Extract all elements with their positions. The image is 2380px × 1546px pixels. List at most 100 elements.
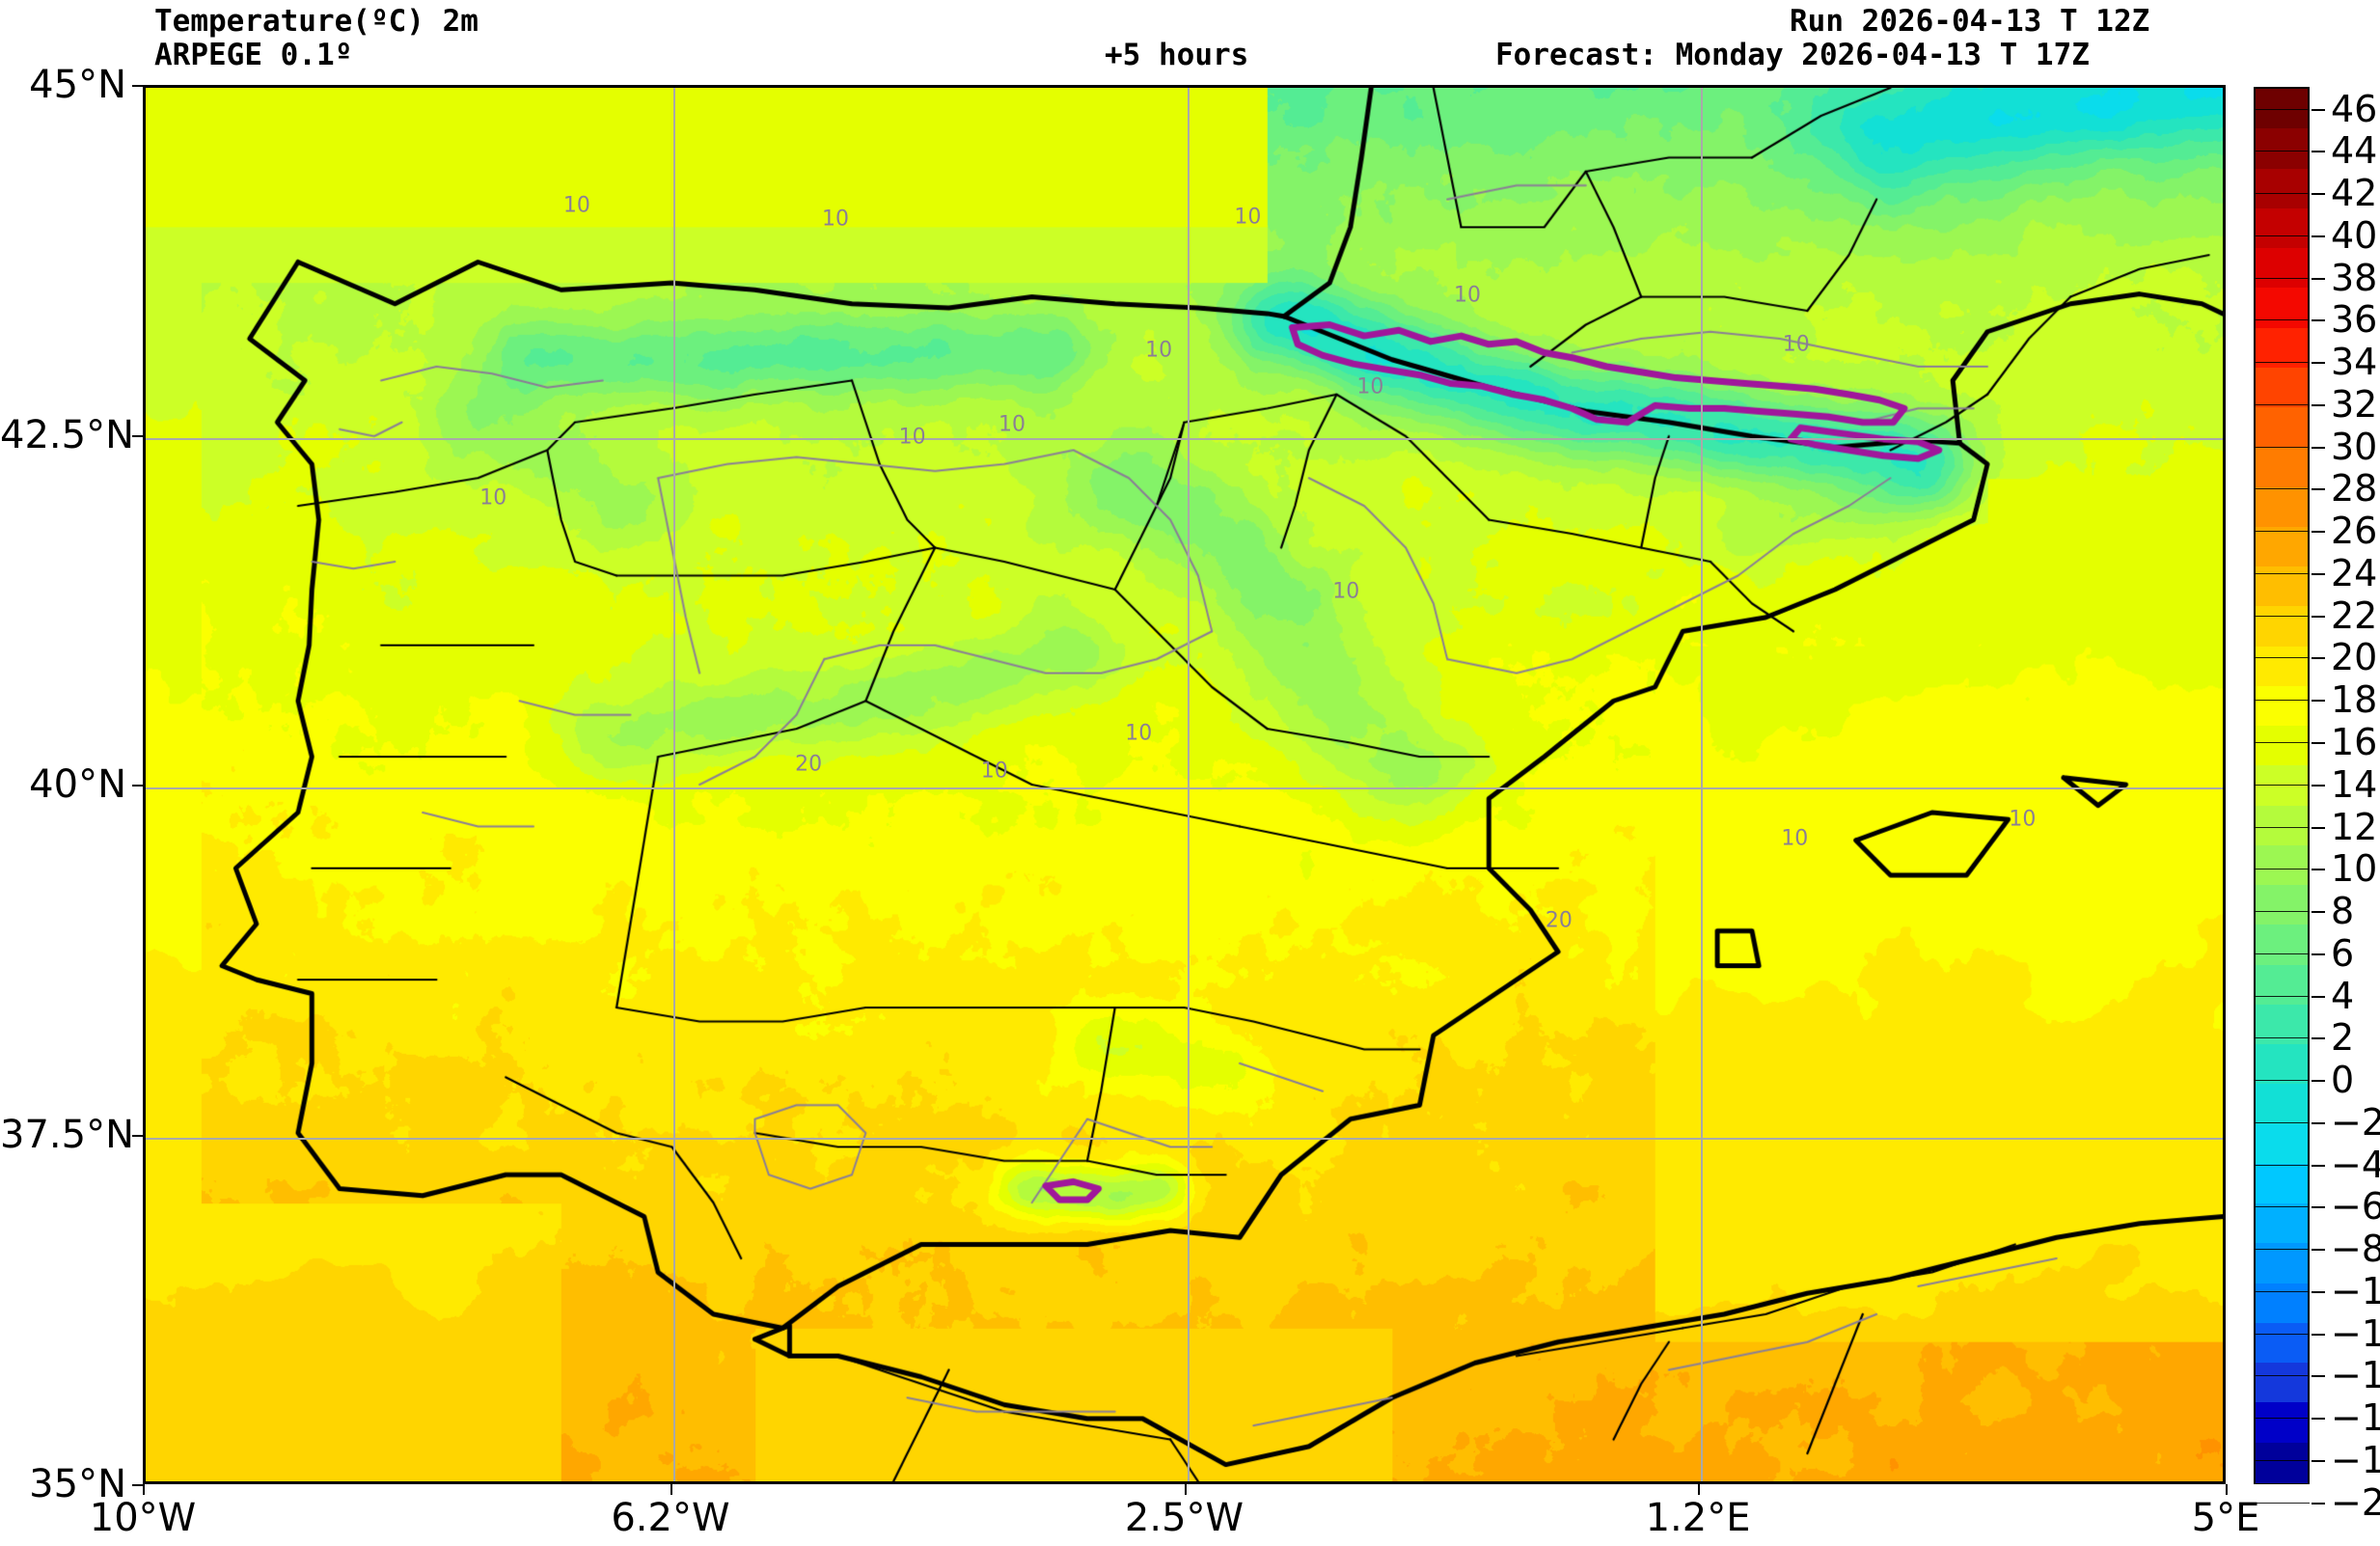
- colorbar-gridline: [2254, 1249, 2310, 1251]
- colorbar-tick-label: 46: [2331, 87, 2378, 130]
- colorbar-segment: [2256, 606, 2308, 648]
- colorbar: [2254, 87, 2310, 1484]
- colorbar-segment: [2256, 486, 2308, 528]
- colorbar-tick: [2312, 319, 2325, 322]
- x-axis-tick-label: 5°E: [2191, 1496, 2260, 1540]
- colorbar-tick-label: 14: [2331, 762, 2378, 806]
- colorbar-segment: [2256, 1322, 2308, 1364]
- colorbar-segment: [2256, 1084, 2308, 1125]
- colorbar-gridline: [2254, 235, 2310, 236]
- colorbar-gridline: [2254, 277, 2310, 279]
- colorbar-gridline: [2254, 700, 2310, 702]
- colorbar-tick-label: −16: [2331, 1396, 2380, 1440]
- colorbar-gridline: [2254, 615, 2310, 617]
- graticule-parallel: [146, 437, 2223, 440]
- x-axis-tick-label: 10°W: [89, 1496, 197, 1540]
- graticule-meridian: [1701, 88, 1704, 1481]
- y-axis-tick-label: 42.5°N: [0, 412, 134, 457]
- colorbar-gridline: [2254, 446, 2310, 448]
- x-axis-tick: [1698, 1484, 1701, 1495]
- colorbar-tick-label: 20: [2331, 636, 2378, 679]
- graticule-meridian: [1187, 88, 1190, 1481]
- colorbar-tick: [2312, 615, 2325, 618]
- colorbar-tick-label: 28: [2331, 467, 2378, 511]
- y-axis-tick-label: 37.5°N: [0, 1112, 134, 1157]
- colorbar-segment: [2256, 844, 2308, 886]
- colorbar-tick-label: 24: [2331, 551, 2378, 594]
- colorbar-tick: [2312, 488, 2325, 491]
- colorbar-tick: [2312, 1164, 2325, 1167]
- colorbar-gridline: [2254, 1418, 2310, 1420]
- colorbar-gridline: [2254, 1080, 2310, 1082]
- x-axis-tick-label: 6.2°W: [611, 1496, 730, 1540]
- colorbar-segment: [2256, 964, 2308, 1006]
- colorbar-segment: [2256, 1123, 2308, 1165]
- colorbar-segment: [2256, 805, 2308, 846]
- colorbar-tick: [2312, 1418, 2325, 1421]
- colorbar-tick: [2312, 911, 2325, 914]
- colorbar-tick: [2312, 151, 2325, 153]
- x-axis-tick: [1184, 1484, 1187, 1495]
- colorbar-gridline: [2254, 1290, 2310, 1292]
- colorbar-tick-label: 34: [2331, 341, 2378, 384]
- y-axis-tick-label: 40°N: [29, 762, 126, 807]
- colorbar-tick: [2312, 1375, 2325, 1378]
- colorbar-tick: [2312, 1333, 2325, 1336]
- colorbar-tick-label: 36: [2331, 298, 2378, 342]
- colorbar-segment: [2256, 327, 2308, 369]
- colorbar-segment: [2256, 288, 2308, 329]
- colorbar-tick: [2312, 1459, 2325, 1462]
- colorbar-segment: [2256, 207, 2308, 249]
- colorbar-tick: [2312, 741, 2325, 744]
- x-axis-tick: [143, 1484, 145, 1495]
- x-axis-tick-label: 1.2°E: [1645, 1496, 1751, 1540]
- colorbar-gridline: [2254, 193, 2310, 195]
- colorbar-tick: [2312, 869, 2325, 871]
- colorbar-gridline: [2254, 151, 2310, 152]
- colorbar-gridline: [2254, 657, 2310, 659]
- x-axis-tick: [670, 1484, 672, 1495]
- colorbar-tick: [2312, 235, 2325, 237]
- lead-time-label: +5 hours: [1105, 38, 1249, 72]
- colorbar-gridline: [2254, 1164, 2310, 1166]
- colorbar-tick-label: 26: [2331, 510, 2378, 553]
- colorbar-segment: [2256, 1044, 2308, 1085]
- colorbar-tick-label: −12: [2331, 1311, 2380, 1355]
- graticule-meridian: [672, 88, 675, 1481]
- colorbar-tick-label: 2: [2331, 1016, 2355, 1060]
- colorbar-tick: [2312, 1121, 2325, 1124]
- colorbar-tick-label: −8: [2331, 1228, 2380, 1271]
- colorbar-tick-label: −4: [2331, 1143, 2380, 1186]
- colorbar-tick-label: 42: [2331, 172, 2378, 215]
- colorbar-gridline: [2254, 319, 2310, 321]
- colorbar-segment: [2256, 765, 2308, 807]
- y-axis-tick: [132, 434, 143, 437]
- colorbar-segment: [2256, 248, 2308, 289]
- colorbar-tick: [2312, 403, 2325, 406]
- colorbar-tick-label: 22: [2331, 594, 2378, 637]
- colorbar-tick-label: 30: [2331, 425, 2378, 468]
- colorbar-segment: [2256, 925, 2308, 966]
- colorbar-segment: [2256, 1004, 2308, 1045]
- colorbar-tick: [2312, 277, 2325, 280]
- colorbar-gridline: [2254, 362, 2310, 364]
- colorbar-gridline: [2254, 911, 2310, 913]
- colorbar-tick: [2312, 995, 2325, 998]
- run-time-label: Run 2026-04-13 T 12Z: [1790, 4, 2150, 39]
- colorbar-tick-label: −6: [2331, 1185, 2380, 1229]
- colorbar-gridline: [2254, 826, 2310, 828]
- colorbar-tick: [2312, 826, 2325, 829]
- page-title: Temperature(ºC) 2m: [154, 4, 479, 39]
- temperature-field-canvas: [146, 88, 2223, 1481]
- graticule-parallel: [146, 1137, 2223, 1140]
- colorbar-segment: [2256, 1203, 2308, 1245]
- colorbar-gridline: [2254, 1375, 2310, 1377]
- colorbar-tick: [2312, 1037, 2325, 1040]
- colorbar-tick-label: 10: [2331, 847, 2378, 891]
- colorbar-tick-label: 12: [2331, 805, 2378, 848]
- colorbar-tick: [2312, 531, 2325, 534]
- colorbar-segment: [2256, 168, 2308, 209]
- forecast-time-label: Forecast: Monday 2026-04-13 T 17Z: [1495, 38, 2090, 72]
- colorbar-tick: [2312, 1206, 2325, 1209]
